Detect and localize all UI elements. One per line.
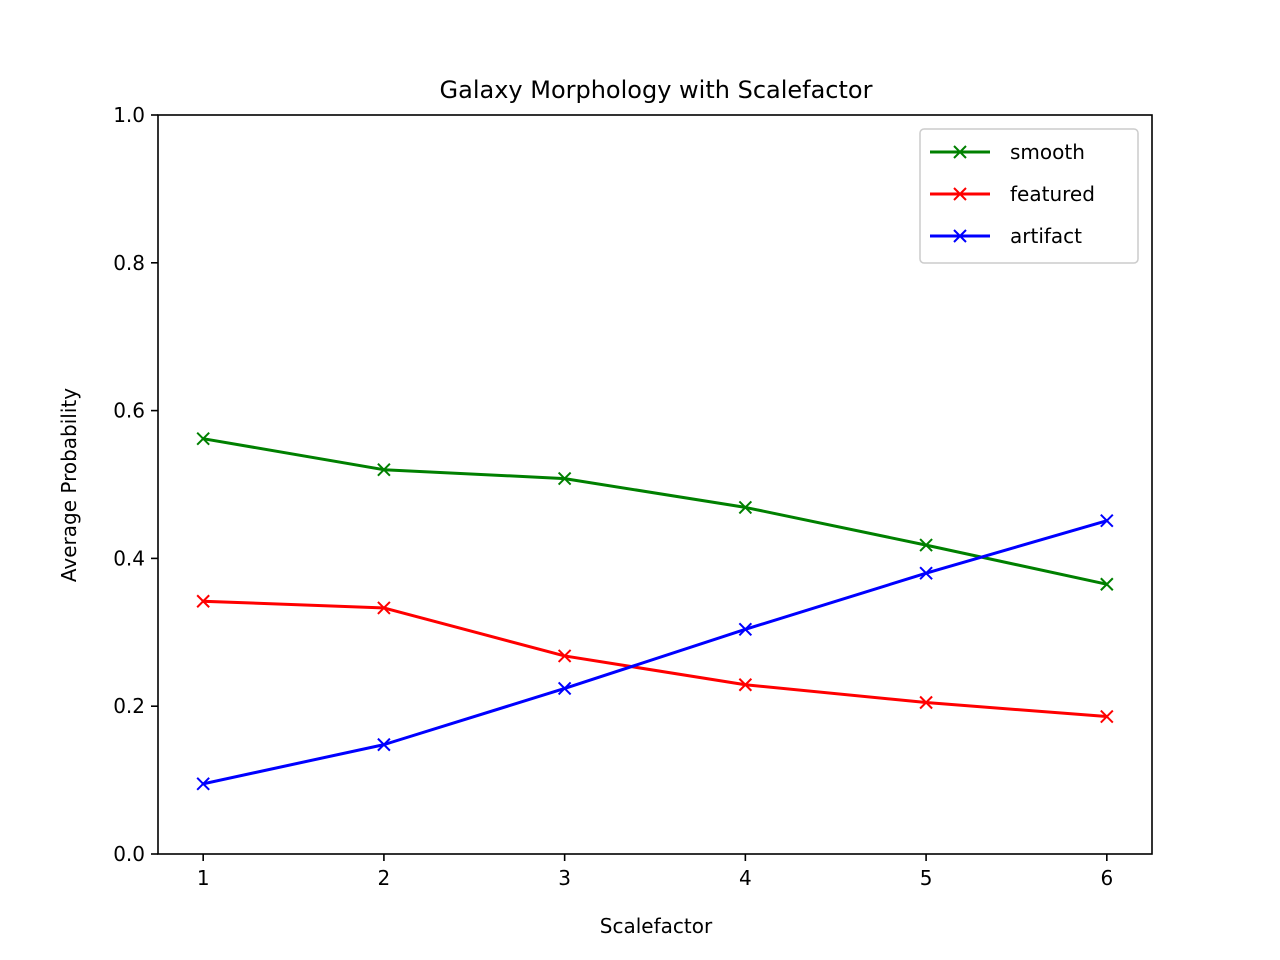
data-point-artifact-6 [1100,514,1114,528]
data-point-featured-6 [1100,709,1114,724]
y-axis-label: Average Probability [57,388,81,582]
data-point-smooth-6 [1100,577,1114,591]
data-point-smooth-4 [738,500,753,515]
series-line-artifact [201,518,1109,786]
series-line-featured [201,599,1109,719]
data-point-artifact-3 [557,681,572,696]
y-tick-label: 0.0 [113,842,145,866]
x-tick-label: 4 [739,866,752,890]
data-point-featured-5 [919,695,933,710]
legend-label-featured: featured [1010,182,1095,206]
data-point-artifact-1 [196,777,210,791]
x-tick-label: 3 [558,866,571,890]
data-point-smooth-1 [196,431,210,446]
legend-item-smooth: smooth [930,140,1085,164]
y-tick-label: 0.2 [113,694,145,718]
series-layer [196,431,1114,791]
legend-box [919,128,1139,264]
series-featured [196,594,1114,724]
data-point-artifact-2 [377,737,391,752]
legend-marker-smooth [953,145,967,159]
y-tick-label: 0.4 [113,546,145,570]
series-line-smooth [201,436,1109,587]
legend-marker-featured [953,187,967,201]
x-tick-label: 2 [378,866,391,890]
data-point-featured-2 [377,601,391,615]
legend: smooth featured artifact [919,128,1139,264]
legend-item-featured: featured [930,182,1095,206]
x-tick-label: 1 [197,866,210,890]
y-tick-label: 0.8 [113,251,145,275]
data-point-smooth-3 [557,471,572,486]
series-smooth [196,431,1114,591]
data-point-smooth-2 [377,463,391,477]
chart-title: Galaxy Morphology with Scalefactor [440,76,873,104]
y-tick-label: 1.0 [113,103,145,127]
data-point-featured-1 [196,594,210,608]
data-point-artifact-4 [738,622,753,637]
data-point-artifact-5 [919,566,933,580]
data-point-featured-4 [738,678,753,692]
legend-marker-artifact [953,229,967,243]
data-point-featured-3 [557,649,572,663]
legend-item-artifact: artifact [930,224,1082,248]
series-artifact [196,514,1114,791]
legend-label-smooth: smooth [1010,140,1085,164]
x-axis-label: Scalefactor [600,914,713,938]
plot-frame [157,114,1153,855]
data-point-smooth-5 [919,538,933,552]
y-tick-label: 0.6 [113,399,145,423]
x-tick-label: 6 [1100,866,1113,890]
x-tick-label: 5 [920,866,933,890]
legend-label-artifact: artifact [1010,224,1082,248]
axes-layer: 1 2 3 4 5 6 0.0 0.2 0.4 0.6 0.8 1.0 [113,103,1153,890]
